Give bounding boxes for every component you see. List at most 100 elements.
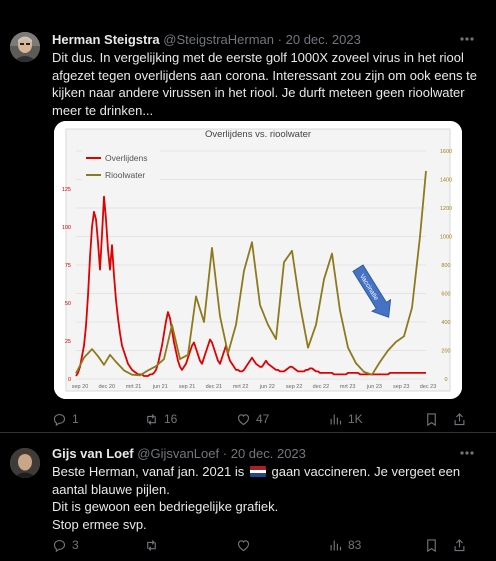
avatar[interactable] (10, 32, 40, 62)
text-before-flag: Beste Herman, vanaf jan. 2021 is (52, 464, 245, 479)
tweet-text-line: Stop ermee svp. (52, 516, 147, 532)
x-tick-label: sep 21 (179, 384, 196, 390)
tweet-header: Herman Steigstra @SteigstraHerman · 20 d… (52, 32, 361, 47)
separator: · (222, 446, 228, 461)
chart-title: Overlijdens vs. rioolwater (205, 129, 311, 140)
tweet-header: Gijs van Loef @GijsvanLoef · 20 dec. 202… (52, 446, 306, 461)
handle[interactable]: @SteigstraHerman (163, 32, 275, 47)
tweet-text-line: Beste Herman, vanaf jan. 2021 is gaan va… (52, 463, 460, 481)
tweet-1[interactable]: Herman Steigstra @SteigstraHerman · 20 d… (0, 0, 496, 432)
left-tick-label: 25 (65, 339, 71, 345)
left-tick-label: 0 (68, 377, 71, 383)
repost-button[interactable]: 16 (144, 410, 177, 428)
chart-svg: Overlijdens vs. rioolwater 0 25 50 75 100 125… (54, 121, 462, 399)
x-tick-label: mrt 23 (340, 384, 356, 390)
text-after-flag: gaan vaccineren. Je vergeet een (271, 464, 461, 479)
netherlands-flag (249, 466, 266, 477)
avatar[interactable] (10, 448, 40, 478)
x-tick-label: jun 22 (259, 384, 275, 390)
tweet-text-line: Dit is gewoon een bedriegelijke grafiek. (52, 499, 279, 514)
arrow-shape (352, 264, 392, 318)
like-icon (237, 413, 250, 425)
like-icon (237, 539, 250, 551)
x-tick-label: dec 23 (420, 384, 437, 390)
x-tick-label: sep 20 (72, 384, 89, 390)
separator: · (277, 32, 282, 47)
left-tick-label: 125 (62, 187, 71, 193)
views-count: 83 (348, 538, 362, 552)
reply-icon (53, 413, 66, 426)
repost-icon (147, 539, 156, 551)
right-tick-label: 200 (441, 349, 450, 355)
series-line-overlijdens (75, 195, 426, 377)
repost-button[interactable] (144, 536, 164, 554)
x-tick-label: sep 22 (286, 384, 303, 390)
reply-button[interactable]: 1 (52, 410, 79, 428)
bookmark-icon (427, 538, 436, 552)
bookmark-button[interactable] (424, 410, 439, 428)
tweet-actions: 3 83 (52, 536, 472, 554)
left-tick-label: 100 (62, 225, 71, 231)
legend-box (82, 147, 160, 183)
right-tick-label: 400 (441, 320, 450, 326)
share-button[interactable] (452, 410, 467, 428)
share-button[interactable] (452, 536, 467, 554)
legend-label-overlijdens: Overlijdens (105, 153, 148, 163)
x-tick-label: mrt 21 (126, 384, 142, 390)
tweet-text-line: aantal blauwe pijlen. (52, 481, 170, 497)
like-button[interactable] (236, 536, 256, 554)
right-axis-ticks: 0 200 400 600 800 1000 1200 1400 1600 (440, 149, 452, 383)
tweet-text-line: Dit dus. In vergelijking met de eerste g… (52, 50, 464, 65)
left-tick-label: 75 (65, 263, 71, 269)
legend-label-rioolwater: Rioolwater (105, 170, 145, 180)
reply-button[interactable]: 3 (52, 536, 79, 554)
left-tick-label: 50 (65, 301, 71, 307)
tweet-text: Beste Herman, vanaf jan. 2021 is gaan va… (52, 463, 460, 533)
x-tick-label: dec 22 (313, 384, 330, 390)
x-axis-ticks: sep 20 dec 20 mrt 21 jun 21 sep 21 dec 21 mrt … (72, 384, 437, 390)
right-tick-label: 1000 (440, 235, 452, 241)
x-tick-label: dec 20 (99, 384, 116, 390)
views-button[interactable]: 1K (328, 410, 363, 428)
tweet-2[interactable]: Gijs van Loef @GijsvanLoef · 20 dec. 202… (0, 433, 496, 561)
share-icon (454, 412, 465, 425)
repost-count: 16 (164, 412, 178, 426)
right-tick-label: 1200 (440, 206, 452, 212)
display-name[interactable]: Gijs van Loef (52, 446, 134, 461)
more-icon[interactable] (458, 444, 476, 465)
bookmark-button[interactable] (424, 536, 439, 554)
more-icon[interactable] (458, 30, 476, 51)
bookmark-icon (427, 412, 436, 426)
tweet-text-line: meer te drinken... (52, 102, 154, 118)
tweet-text-line: kijken naar andere virussen in het riool… (52, 85, 465, 100)
like-button[interactable]: 47 (236, 410, 269, 428)
views-count: 1K (348, 412, 363, 426)
reply-count: 1 (72, 412, 79, 426)
like-count: 47 (256, 412, 270, 426)
right-tick-label: 0 (444, 377, 447, 383)
right-tick-label: 600 (441, 292, 450, 298)
x-tick-label: jun 23 (366, 384, 382, 390)
display-name[interactable]: Herman Steigstra (52, 32, 160, 47)
avatar-photo (10, 32, 40, 62)
chart-lines (75, 170, 427, 377)
avatar-photo (10, 448, 40, 478)
x-tick-label: dec 21 (206, 384, 223, 390)
reply-count: 3 (72, 538, 79, 552)
reply-icon (53, 539, 66, 552)
left-axis-ticks: 0 25 50 75 100 125 (62, 187, 71, 383)
timestamp[interactable]: 20 dec. 2023 (230, 446, 306, 461)
right-tick-label: 800 (441, 263, 450, 269)
x-tick-label: jun 21 (152, 384, 168, 390)
right-tick-label: 1400 (440, 178, 452, 184)
tweet-actions: 1 16 47 1K (52, 410, 472, 428)
series-line-rioolwater (75, 170, 427, 377)
chart-image[interactable]: Overlijdens vs. rioolwater 0 25 50 75 100 125… (54, 121, 462, 399)
handle[interactable]: @GijsvanLoef (137, 446, 220, 461)
right-tick-label: 1600 (440, 149, 452, 155)
views-button[interactable]: 83 (328, 536, 361, 554)
views-icon (330, 414, 342, 424)
tweet-divider (0, 432, 496, 433)
tweet-text: Dit dus. In vergelijking met de eerste g… (52, 49, 477, 119)
timestamp[interactable]: 20 dec. 2023 (285, 32, 361, 47)
